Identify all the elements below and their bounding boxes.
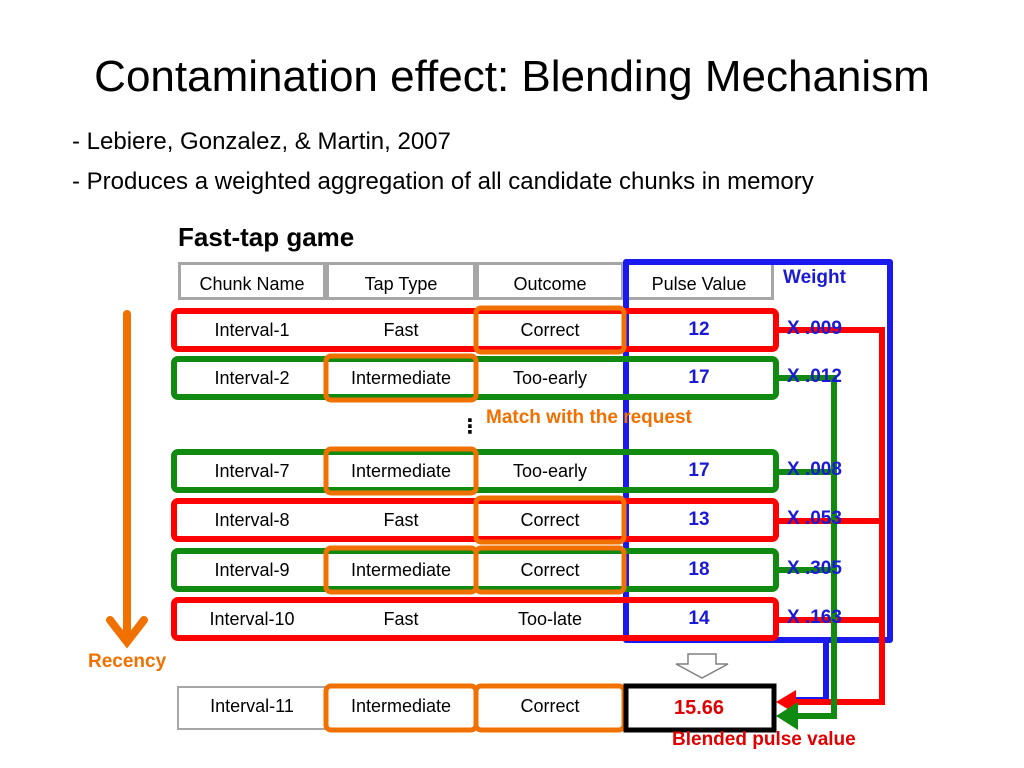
row4-outcome: Correct	[476, 501, 624, 539]
result-outcome: Correct	[476, 687, 624, 725]
row5-chunk-name: Interval-9	[178, 551, 326, 589]
row2-tap-type: Intermediate	[326, 359, 476, 397]
row1-weight: X .009	[787, 318, 842, 339]
game-label: Fast-tap game	[178, 222, 355, 252]
description-bullet: - Produces a weighted aggregation of all…	[72, 168, 814, 195]
row1-pulse-value: 12	[624, 311, 774, 349]
red-bus-line	[776, 327, 885, 705]
row5-tap-type: Intermediate	[326, 551, 476, 589]
row4-pulse-value: 13	[624, 501, 774, 539]
blended-label: Blended pulse value	[672, 729, 856, 750]
row3-weight: X .008	[787, 459, 842, 480]
header-chunk-name: Chunk Name	[178, 262, 326, 300]
row6-tap-type: Fast	[326, 600, 476, 638]
recency-arrow	[106, 310, 148, 649]
row4-chunk-name: Interval-8	[178, 501, 326, 539]
result-tap-type: Intermediate	[326, 687, 476, 725]
row1-tap-type: Fast	[326, 311, 476, 349]
row3-outcome: Too-early	[476, 452, 624, 490]
row2-pulse-value: 17	[624, 359, 774, 397]
row5-outcome: Correct	[476, 551, 624, 589]
row3-tap-type: Intermediate	[326, 452, 476, 490]
green-bus-taps	[776, 469, 834, 573]
header-outcome: Outcome	[476, 262, 624, 300]
match-annotation: Match with the request	[486, 407, 692, 428]
green-arrowhead	[776, 702, 798, 730]
blue-weight-frame	[623, 259, 893, 643]
result-cell-frame	[623, 683, 777, 733]
row5-pulse-value: 18	[624, 551, 774, 589]
header-pulse-value: Pulse Value	[624, 262, 774, 300]
row3-pulse-value: 17	[624, 452, 774, 490]
red-bus-taps	[776, 518, 882, 623]
row4-weight: X .053	[787, 508, 842, 529]
row1-outcome: Correct	[476, 311, 624, 349]
row2-outcome: Too-early	[476, 359, 624, 397]
row5-weight: X .305	[787, 558, 842, 579]
slide-title: Contamination effect: Blending Mechanism	[94, 52, 930, 101]
result-chunk-name: Interval-11	[178, 687, 326, 725]
citation-bullet: - Lebiere, Gonzalez, & Martin, 2007	[72, 128, 451, 155]
blended-result-value: 15.66	[624, 689, 774, 727]
row3-chunk-name: Interval-7	[178, 452, 326, 490]
orange-match-boxes	[323, 305, 627, 733]
row2-chunk-name: Interval-2	[178, 359, 326, 397]
ellipsis-marker: ⋮	[460, 416, 480, 438]
row6-outcome: Too-late	[476, 600, 624, 638]
row6-weight: X .163	[787, 607, 842, 628]
weight-header: Weight	[783, 267, 846, 288]
row2-weight: X .012	[787, 366, 842, 387]
row1-chunk-name: Interval-1	[178, 311, 326, 349]
recency-label: Recency	[88, 651, 167, 672]
table-grid	[177, 686, 625, 730]
row6-chunk-name: Interval-10	[178, 600, 326, 638]
header-tap-type: Tap Type	[326, 262, 476, 300]
hollow-down-arrow-icon	[675, 653, 729, 679]
row6-pulse-value: 14	[624, 600, 774, 638]
green-bus-line	[776, 375, 837, 719]
row4-tap-type: Fast	[326, 501, 476, 539]
